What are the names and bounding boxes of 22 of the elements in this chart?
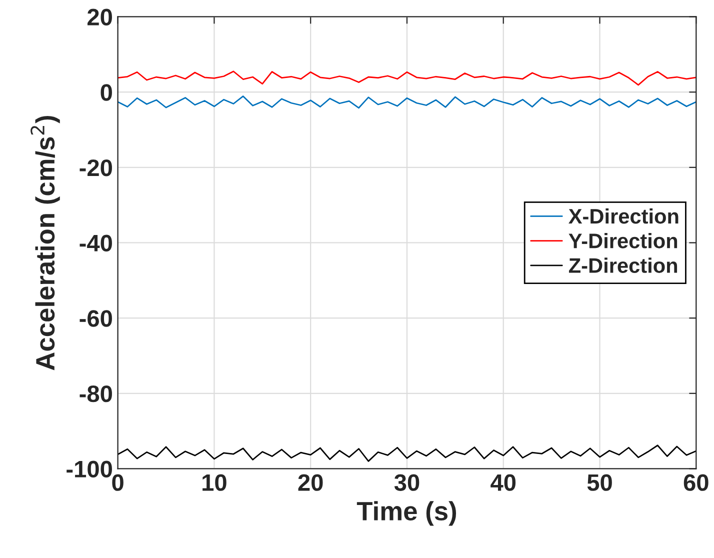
legend-label: X-Direction bbox=[568, 208, 678, 224]
line-series bbox=[118, 96, 696, 109]
x-tick-label: 40 bbox=[490, 474, 516, 491]
y-tick-label: -100 bbox=[66, 460, 112, 478]
y-axis-title: Acceleration (cm/s$^{2}$) bbox=[30, 116, 60, 370]
y-tick-label: 20 bbox=[88, 8, 112, 26]
x-tick-label: 50 bbox=[587, 474, 612, 491]
legend-label: Z-Direction bbox=[568, 258, 678, 273]
y-tick-label: -60 bbox=[80, 310, 112, 327]
x-axis-title: Time (s) bbox=[356, 501, 456, 526]
x-tick-label: 0 bbox=[112, 474, 124, 491]
x-tick-label: 60 bbox=[684, 474, 708, 491]
x-tick-label: 30 bbox=[394, 474, 420, 491]
x-tick-label: 10 bbox=[202, 474, 226, 491]
line-series bbox=[118, 70, 696, 86]
y-tick-label: -20 bbox=[80, 159, 112, 176]
line-series bbox=[118, 444, 696, 462]
y-tick-label: -80 bbox=[80, 385, 112, 402]
x-tick-label: 20 bbox=[298, 474, 323, 491]
legend-label: Y-Direction bbox=[568, 233, 678, 248]
y-tick-label: -40 bbox=[80, 234, 112, 252]
y-tick-label: 0 bbox=[100, 84, 112, 101]
